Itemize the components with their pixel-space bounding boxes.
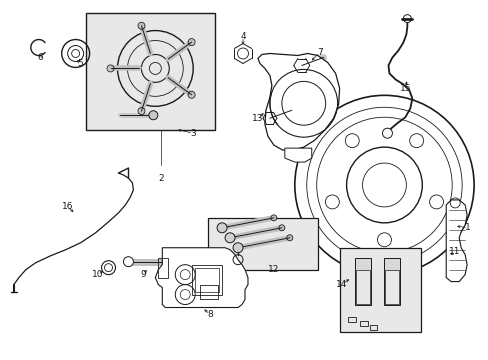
Polygon shape [446, 200, 466, 282]
Text: 13: 13 [252, 114, 263, 123]
Bar [158, 258, 168, 278]
Bar [85, 13, 215, 130]
Bar [192, 265, 222, 294]
Polygon shape [354, 258, 370, 305]
Text: 1: 1 [464, 223, 470, 232]
Polygon shape [285, 148, 311, 162]
Circle shape [123, 257, 133, 267]
Text: 12: 12 [267, 265, 279, 274]
Circle shape [224, 233, 235, 243]
Polygon shape [355, 270, 369, 303]
Bar [195, 268, 219, 292]
Text: 16: 16 [62, 202, 73, 211]
Polygon shape [155, 248, 247, 307]
Bar [369, 325, 377, 330]
Text: 6: 6 [37, 53, 42, 62]
Text: 3: 3 [190, 129, 196, 138]
Text: 7: 7 [316, 48, 322, 57]
Bar [359, 321, 367, 327]
Bar [200, 285, 218, 298]
Text: 15: 15 [399, 84, 410, 93]
Circle shape [233, 243, 243, 253]
Text: 14: 14 [335, 280, 346, 289]
Text: 10: 10 [92, 270, 103, 279]
Bar [208, 218, 317, 270]
Text: 8: 8 [207, 310, 213, 319]
Circle shape [102, 261, 115, 275]
Polygon shape [385, 270, 399, 303]
Bar [339, 248, 421, 332]
Text: 5: 5 [78, 59, 83, 68]
Circle shape [217, 223, 226, 233]
Bar [347, 318, 355, 323]
Polygon shape [384, 258, 400, 305]
Circle shape [148, 111, 158, 120]
Text: 2: 2 [158, 174, 164, 183]
Text: 4: 4 [240, 32, 245, 41]
Text: 11: 11 [448, 247, 460, 256]
Text: 9: 9 [140, 270, 146, 279]
Polygon shape [258, 54, 339, 150]
Circle shape [403, 15, 410, 23]
Circle shape [382, 128, 392, 138]
